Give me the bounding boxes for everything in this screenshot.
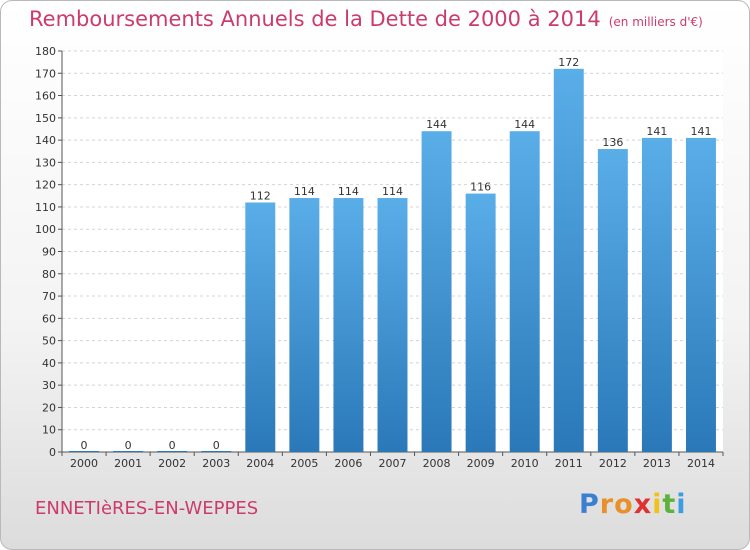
data-label: 136 [602, 136, 623, 149]
logo-letter: i [676, 489, 687, 520]
data-label: 116 [470, 181, 491, 194]
y-tick-label: 10 [42, 424, 56, 437]
x-tick-label: 2006 [334, 457, 362, 470]
data-label: 114 [382, 185, 403, 198]
data-label: 0 [125, 439, 132, 452]
chart-unit-label: (en milliers d'€) [608, 15, 703, 29]
y-tick-label: 20 [42, 401, 56, 414]
data-label: 144 [514, 118, 535, 131]
y-tick-label: 130 [35, 156, 56, 169]
y-tick-label: 120 [35, 179, 56, 192]
data-label: 114 [294, 185, 315, 198]
y-tick-label: 60 [42, 312, 56, 325]
y-tick-label: 0 [49, 446, 56, 459]
x-tick-label: 2010 [511, 457, 539, 470]
y-tick-label: 70 [42, 290, 56, 303]
logo-letter: x [633, 489, 653, 520]
data-label: 141 [646, 125, 667, 138]
data-label: 0 [81, 439, 88, 452]
town-name: ENNETIèRES-EN-WEPPES [35, 498, 259, 519]
data-label: 144 [426, 118, 447, 131]
y-tick-label: 40 [42, 357, 56, 370]
proxiti-logo: Proxiti [579, 489, 687, 520]
logo-letter: o [614, 489, 634, 520]
y-tick-label: 90 [42, 246, 56, 259]
logo-letter: t [662, 489, 677, 520]
y-tick-label: 80 [42, 268, 56, 281]
bar [377, 198, 408, 452]
y-tick-label: 140 [35, 134, 56, 147]
bar [333, 198, 364, 452]
x-tick-label: 2001 [114, 457, 142, 470]
bar [597, 149, 628, 452]
x-tick-label: 2000 [70, 457, 98, 470]
bar [553, 68, 584, 453]
x-tick-label: 2005 [290, 457, 318, 470]
logo-letter: i [652, 489, 663, 520]
y-tick-label: 170 [35, 67, 56, 80]
y-tick-label: 160 [35, 90, 56, 103]
chart-title-text: Remboursements Annuels de la Dette de 20… [29, 7, 601, 31]
data-label: 114 [338, 185, 359, 198]
y-tick-label: 100 [35, 223, 56, 236]
y-tick-label: 110 [35, 201, 56, 214]
bar [421, 131, 452, 452]
data-label: 0 [169, 439, 176, 452]
data-label: 112 [250, 189, 271, 202]
bar [465, 193, 496, 453]
logo-letter: P [579, 489, 600, 520]
x-tick-label: 2004 [246, 457, 274, 470]
bar [289, 198, 320, 452]
x-tick-label: 2002 [158, 457, 186, 470]
data-label: 172 [558, 56, 579, 69]
data-label: 141 [690, 125, 711, 138]
x-tick-label: 2012 [599, 457, 627, 470]
x-tick-label: 2008 [423, 457, 451, 470]
y-tick-label: 150 [35, 112, 56, 125]
x-tick-label: 2003 [202, 457, 230, 470]
logo-letter: r [599, 489, 615, 520]
y-tick-label: 180 [35, 45, 56, 58]
bar [641, 137, 672, 452]
bar [685, 137, 716, 452]
chart-title: Remboursements Annuels de la Dette de 20… [29, 7, 703, 31]
y-tick-label: 30 [42, 379, 56, 392]
x-tick-label: 2009 [467, 457, 495, 470]
x-tick-label: 2014 [687, 457, 715, 470]
x-tick-label: 2011 [555, 457, 583, 470]
y-tick-label: 50 [42, 335, 56, 348]
x-tick-label: 2013 [643, 457, 671, 470]
bar [245, 202, 276, 452]
data-label: 0 [213, 439, 220, 452]
x-tick-label: 2007 [379, 457, 407, 470]
bar [509, 131, 540, 452]
